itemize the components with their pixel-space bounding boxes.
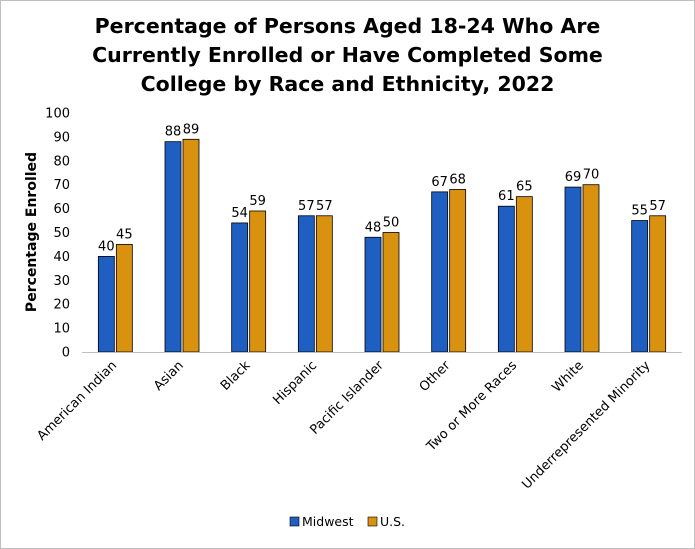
bar-midwest (431, 191, 449, 353)
data-label: 70 (583, 168, 600, 183)
data-label: 57 (649, 199, 666, 214)
data-label: 57 (298, 199, 315, 214)
bar-midwest (564, 186, 582, 353)
x-tick-label: Pacific Islander (307, 358, 387, 438)
bar-us (382, 232, 400, 353)
bar-us (315, 215, 333, 353)
legend-swatch-midwest (289, 516, 300, 527)
bar-midwest (231, 222, 249, 353)
bar-midwest (497, 205, 515, 353)
y-tick-label: 90 (53, 130, 70, 145)
x-tick-label: White (549, 358, 586, 395)
bar-us (182, 138, 200, 353)
y-tick-label: 50 (53, 226, 70, 241)
data-label: 69 (565, 170, 582, 185)
legend-swatch-us (367, 516, 378, 527)
bar-us (115, 244, 133, 353)
x-tick-label: Hispanic (270, 358, 320, 408)
x-tick-label: Other (417, 358, 454, 395)
y-axis: 0 10 20 30 40 50 60 70 80 90 100 (45, 107, 70, 361)
bar-midwest (631, 220, 649, 353)
x-axis: American Indian Asian Black HispanicPacific… (35, 352, 682, 492)
bar-midwest (297, 215, 315, 353)
data-label: 55 (631, 204, 648, 219)
data-label: 40 (98, 239, 115, 254)
y-tick-label: 0 (62, 346, 70, 361)
bar-us (582, 184, 600, 353)
y-tick-label: 20 (53, 298, 70, 313)
bar-midwest (364, 236, 382, 353)
y-tick-label: 30 (53, 274, 70, 289)
bar-midwest (164, 141, 182, 353)
chart-title-line-2: Currently Enrolled or Have Completed Som… (92, 43, 603, 67)
data-label: 68 (449, 172, 466, 187)
x-tick-label: Black (218, 358, 254, 394)
y-tick-label: 100 (45, 107, 70, 122)
data-label: 48 (365, 220, 382, 235)
y-tick-label: 70 (53, 178, 70, 193)
data-label: 50 (383, 216, 400, 231)
legend-label-midwest: Midwest (302, 514, 354, 529)
data-label: 59 (249, 194, 266, 209)
x-tick-label: American Indian (35, 358, 121, 444)
chart-title-line-3: College by Race and Ethnicity, 2022 (140, 72, 555, 96)
y-tick-label: 40 (53, 250, 70, 265)
legend-label-us: U.S. (380, 514, 405, 529)
y-tick-label: 80 (53, 154, 70, 169)
data-label: 65 (516, 180, 533, 195)
y-tick-label: 10 (53, 322, 70, 337)
bar-us (649, 215, 667, 353)
x-tick-label: Asian (151, 358, 187, 394)
data-label: 67 (431, 175, 448, 190)
chart-title: Percentage of Persons Aged 18-24 Who Are… (40, 12, 655, 99)
data-label: 57 (316, 199, 333, 214)
data-label: 54 (231, 206, 248, 221)
bar-us (249, 210, 267, 353)
legend: Midwest U.S. (289, 514, 405, 529)
y-tick-label: 60 (53, 202, 70, 217)
data-label: 45 (116, 227, 133, 242)
y-axis-label: Percentage Enrolled (24, 152, 40, 312)
chart-title-line-1: Percentage of Persons Aged 18-24 Who Are (94, 14, 601, 38)
bar-us (449, 189, 467, 353)
bar-us (515, 196, 533, 353)
data-label: 61 (498, 189, 515, 204)
data-label: 88 (165, 125, 182, 140)
bar-midwest (97, 255, 115, 353)
data-label: 89 (183, 122, 200, 137)
x-tick-label: Underrepresented Minority (519, 358, 653, 492)
